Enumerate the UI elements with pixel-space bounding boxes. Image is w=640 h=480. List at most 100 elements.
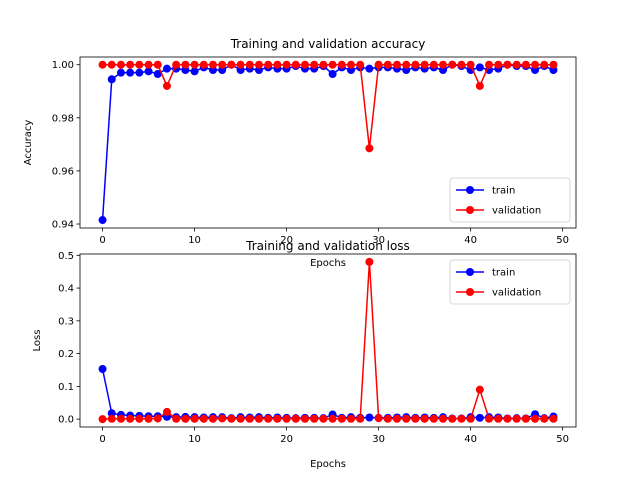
y-tick-label: 0.1 [58, 382, 74, 393]
data-point [236, 414, 245, 423]
data-point [347, 60, 356, 69]
x-tick-label: 20 [280, 434, 293, 445]
series-line-validation [102, 63, 554, 149]
legend: train validation [449, 177, 571, 223]
legend-label: validation [492, 288, 541, 299]
data-point [107, 414, 116, 423]
data-point [264, 414, 273, 423]
data-point [135, 68, 144, 77]
data-point [485, 60, 494, 69]
data-point [162, 81, 171, 90]
data-point [254, 414, 263, 423]
data-point [98, 216, 107, 225]
x-tick-label: 10 [188, 235, 201, 246]
x-tick-label: 0 [99, 434, 105, 445]
y-tick-label: 0.96 [52, 166, 74, 177]
x-tick-label: 40 [464, 235, 477, 246]
data-point [448, 414, 457, 423]
data-point [172, 414, 181, 423]
data-point [190, 67, 199, 76]
chart-title: Training and validation accuracy [230, 37, 426, 51]
data-point [429, 414, 438, 423]
data-point [393, 414, 402, 423]
data-point [319, 414, 328, 423]
data-point [172, 60, 181, 69]
chart-title: Training and validation loss [245, 239, 410, 253]
legend-entry-train: train [456, 268, 515, 279]
data-point [383, 414, 392, 423]
chart-1: 0 10 20 30 40 50 0.94 0.96 0.98 1.00 Epochs Accurac… [23, 37, 577, 269]
data-point [457, 60, 466, 69]
data-point [521, 60, 530, 69]
data-point [190, 414, 199, 423]
data-point [300, 414, 309, 423]
data-point [466, 60, 475, 69]
data-point [98, 365, 107, 374]
legend-marker [466, 206, 474, 214]
x-tick-label: 40 [464, 434, 477, 445]
legend-marker [466, 186, 474, 194]
data-point [549, 414, 558, 423]
x-tick-label: 10 [188, 434, 201, 445]
data-point [503, 414, 512, 423]
data-point [521, 414, 530, 423]
data-point [245, 414, 254, 423]
legend-marker [466, 288, 474, 296]
legend-label: validation [492, 206, 541, 217]
series-validation [98, 257, 558, 424]
data-point [512, 414, 521, 423]
data-point [485, 414, 494, 423]
data-point [347, 414, 356, 423]
y-tick-label: 0.2 [58, 349, 74, 360]
data-point [218, 414, 227, 423]
chart-2: 0 10 20 30 40 50 0.0 0.1 0.2 0.3 0.4 0.5 Epochs Loss T… [32, 239, 577, 470]
data-point [144, 67, 153, 76]
data-point [135, 414, 144, 423]
data-point [439, 414, 448, 423]
data-point [337, 60, 346, 69]
legend-entry-train: train [456, 186, 515, 197]
data-point [144, 414, 153, 423]
data-point [383, 60, 392, 69]
data-point [264, 60, 273, 69]
data-point [126, 68, 135, 77]
data-point [549, 60, 558, 69]
data-point [245, 60, 254, 69]
data-point [116, 60, 125, 69]
x-tick-label: 50 [556, 434, 569, 445]
data-point [540, 60, 549, 69]
data-point [126, 60, 135, 69]
x-tick-label: 30 [372, 434, 385, 445]
data-point [116, 68, 125, 77]
data-point [365, 64, 374, 73]
data-point [365, 257, 374, 266]
data-point [328, 414, 337, 423]
data-point [273, 414, 282, 423]
data-point [181, 60, 190, 69]
x-tick-label: 0 [99, 235, 105, 246]
data-point [356, 60, 365, 69]
data-point [337, 414, 346, 423]
data-point [227, 414, 236, 423]
x-axis-label: Epochs [310, 258, 346, 269]
data-point [540, 414, 549, 423]
data-point [393, 60, 402, 69]
data-point [503, 60, 512, 69]
plot-frame [79, 253, 577, 428]
data-point [107, 409, 116, 418]
data-point [319, 60, 328, 69]
data-point [199, 60, 208, 69]
data-point [107, 60, 116, 69]
data-point [475, 63, 484, 72]
data-point [208, 414, 217, 423]
data-point [162, 407, 171, 416]
data-point [126, 414, 135, 423]
x-tick-label: 30 [372, 235, 385, 246]
data-point [282, 60, 291, 69]
x-tick-label: 50 [556, 235, 569, 246]
y-tick-label: 0.3 [58, 316, 74, 327]
data-point [365, 413, 374, 422]
y-axis-label: Loss [32, 330, 43, 352]
data-point [365, 144, 374, 153]
